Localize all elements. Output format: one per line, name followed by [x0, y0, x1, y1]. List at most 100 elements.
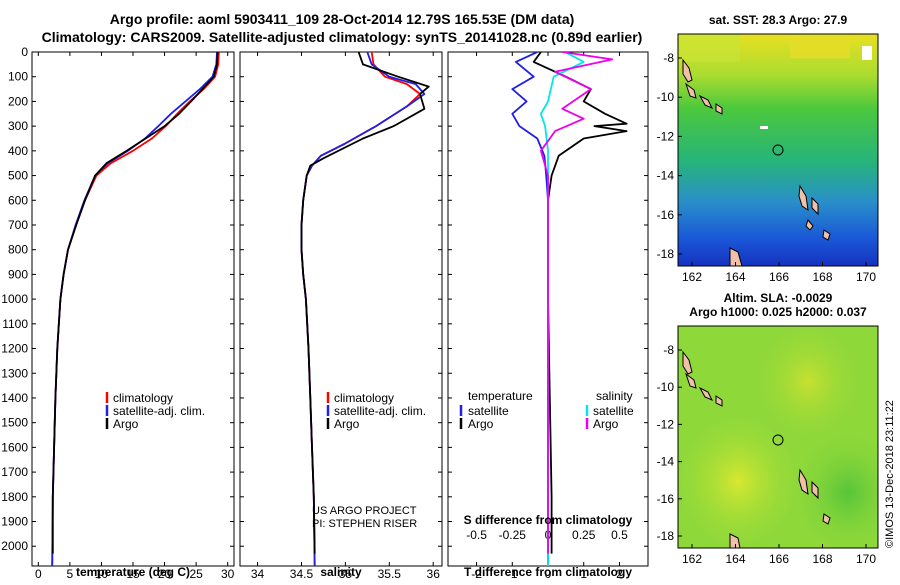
map-lon-label: 170 — [856, 270, 876, 284]
legend-climatology: climatology — [334, 391, 394, 405]
island — [715, 103, 723, 115]
sla-map-axes: 162 164 166 168 170 -8 -10 -12 -14 -16 -18 — [657, 343, 877, 566]
map-lat-label: -8 — [663, 51, 674, 65]
depth-tick-label: 600 — [8, 193, 28, 207]
sla-anomaly — [678, 326, 878, 548]
depth-tick-label: 700 — [8, 218, 28, 232]
x-tick-label: 0 — [35, 567, 42, 580]
island — [805, 218, 814, 231]
depth-tick-label: 1900 — [1, 515, 28, 529]
map-lat-label: -8 — [663, 343, 674, 357]
map-lon-label: 162 — [682, 552, 702, 566]
x-tick-label: 0 — [545, 567, 552, 580]
map-lon-label: 164 — [725, 270, 745, 284]
salinity-legend: climatology satellite-adj. clim. Argo — [326, 391, 426, 431]
island — [682, 58, 693, 83]
t-difference-x-axis: -2 -1 0 1 2 — [471, 52, 623, 581]
temperature-legend: climatology satellite-adj. clim. Argo — [105, 391, 205, 431]
x-tick-label: 34.5 — [290, 567, 314, 580]
x-tick-label: 25 — [189, 567, 203, 580]
sst-map-frame — [677, 33, 879, 267]
map-lat-label: -18 — [657, 529, 675, 543]
s-diff-tick-label: 0.5 — [611, 528, 628, 542]
legend-s-argo: Argo — [593, 417, 619, 431]
s-difference-axis-label: S difference from climatology — [464, 513, 633, 527]
map-lat-label: -12 — [657, 129, 675, 143]
sst-missing-data — [760, 126, 768, 129]
island — [685, 372, 697, 389]
map-lat-label: -12 — [657, 417, 675, 431]
map-lat-label: -10 — [657, 90, 675, 104]
pi-credit: PI: STEPHEN RISER — [312, 518, 417, 530]
series-line-argo — [51, 52, 219, 554]
island — [811, 196, 819, 216]
depth-axis: 0 100 200 300 400 500 600 700 800 900 1000 1100 1200… — [1, 45, 648, 553]
x-tick-label: 35 — [339, 567, 353, 580]
island — [822, 513, 831, 525]
legend-salinity-title: salinity — [596, 389, 633, 403]
s-diff-tick-label: -0.25 — [499, 528, 527, 542]
sst-islands — [682, 58, 831, 267]
depth-tick-label: 500 — [8, 169, 28, 183]
legend-temperature-title: temperature — [468, 389, 533, 403]
title-line-1: Argo profile: aoml 5903411_109 28-Oct-20… — [110, 11, 575, 27]
legend-s-satellite: satellite — [593, 404, 634, 418]
map-lon-label: 166 — [769, 270, 789, 284]
island — [715, 395, 723, 407]
difference-legend: temperature satellite Argo salinity sate… — [459, 389, 634, 431]
depth-tick-label: 1200 — [1, 342, 28, 356]
legend-argo: Argo — [334, 417, 360, 431]
series-line-s-argo — [540, 52, 614, 554]
sst-map-title: sat. SST: 28.3 Argo: 27.9 — [709, 13, 848, 27]
x-tick-label: 5 — [67, 567, 74, 580]
map-lat-label: -16 — [657, 208, 675, 222]
depth-tick-label: 2000 — [1, 539, 28, 553]
depth-tick-label: 1500 — [1, 416, 28, 430]
x-tick-label: 34 — [251, 567, 265, 580]
sst-missing-data — [862, 46, 872, 60]
temperature-panel — [31, 51, 235, 567]
map-lat-label: -14 — [657, 169, 675, 183]
depth-tick-label: 200 — [8, 94, 28, 108]
island — [682, 350, 693, 375]
temperature-series — [51, 52, 220, 566]
map-lon-label: 168 — [812, 270, 832, 284]
map-lon-label: 170 — [856, 552, 876, 566]
x-tick-label: 1 — [580, 567, 587, 580]
x-tick-label: -1 — [507, 567, 518, 580]
title-line-2: Climatology: CARS2009. Satellite-adjuste… — [42, 29, 643, 45]
island — [698, 94, 714, 109]
temperature-axis-label: temperature (deg C) — [76, 565, 190, 579]
x-tick-label: 2 — [616, 567, 623, 580]
x-tick-label: 20 — [158, 567, 172, 580]
depth-tick-label: 900 — [8, 267, 28, 281]
island — [822, 229, 831, 241]
depth-tick-label: 1800 — [1, 490, 28, 504]
legend-t-argo: Argo — [468, 417, 494, 431]
t-difference-axis-label: T difference from climatology — [464, 565, 632, 579]
float-position-marker — [772, 434, 784, 446]
salinity-series — [300, 52, 430, 566]
difference-series — [511, 52, 628, 566]
x-tick-label: -2 — [471, 567, 482, 580]
sla-map-title: Altim. SLA: -0.0029 — [724, 291, 833, 305]
sla-map-subtitle: Argo h1000: 0.025 h2000: 0.037 — [689, 305, 867, 319]
depth-tick-label: 0 — [21, 45, 28, 59]
float-position-marker — [772, 144, 784, 156]
map-lat-label: -14 — [657, 455, 675, 469]
depth-tick-label: 300 — [8, 119, 28, 133]
s-diff-tick-label: -0.5 — [466, 528, 487, 542]
sst-field — [678, 34, 878, 266]
map-lat-label: -18 — [657, 247, 675, 261]
depth-tick-label: 1700 — [1, 465, 28, 479]
legend-t-satellite: satellite — [468, 404, 509, 418]
sst-map — [677, 33, 879, 267]
depth-tick-label: 1600 — [1, 440, 28, 454]
island — [685, 82, 697, 99]
legend-satellite: satellite-adj. clim. — [334, 404, 426, 418]
x-tick-label: 10 — [95, 567, 109, 580]
imos-timestamp: ©IMOS 13-Dec-2018 23:11:22 — [884, 400, 896, 548]
s-diff-tick-label: 0.25 — [572, 528, 596, 542]
island — [798, 184, 809, 212]
